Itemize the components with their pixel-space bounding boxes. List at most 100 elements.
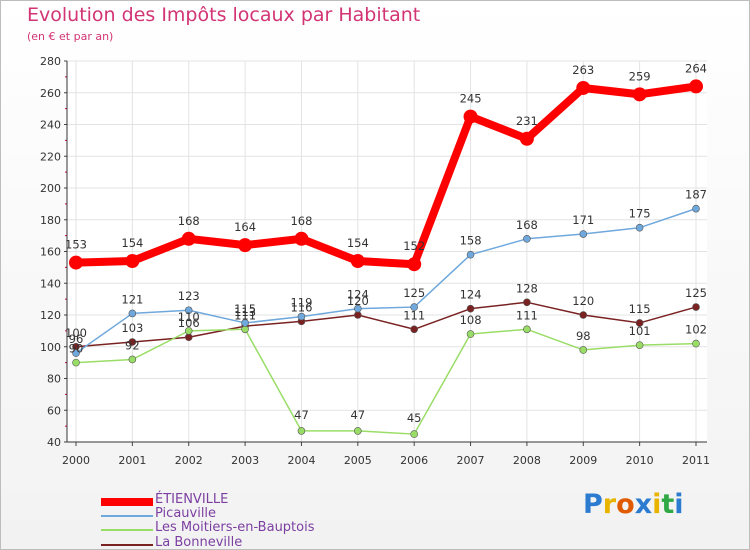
- y-tick-label: 140: [40, 277, 61, 290]
- legend-label-etienville: ÉTIENVILLE: [155, 492, 229, 507]
- data-point-0: [632, 87, 647, 102]
- data-label-3: 116: [290, 300, 312, 314]
- data-point-2: [692, 339, 700, 348]
- data-point-0: [350, 254, 365, 269]
- data-point-2: [72, 358, 80, 367]
- logo-letter: x: [634, 489, 653, 520]
- y-tick-label: 40: [47, 436, 61, 449]
- data-point-3: [128, 338, 137, 346]
- data-point-0: [125, 254, 140, 269]
- data-point-1: [72, 349, 80, 357]
- data-label-2: 102: [685, 323, 707, 337]
- data-label-3: 120: [347, 294, 369, 308]
- data-label-1: 168: [516, 218, 538, 232]
- data-label-0: 259: [629, 69, 651, 83]
- data-point-1: [579, 230, 588, 238]
- data-label-2: 111: [234, 308, 256, 322]
- y-tick-label: 200: [40, 182, 61, 195]
- legend-swatch-etienville: [101, 498, 153, 506]
- logo-letter: o: [616, 489, 635, 520]
- y-tick-label: 180: [40, 214, 61, 227]
- data-label-1: 119: [290, 296, 312, 310]
- data-label-1: 171: [572, 213, 594, 227]
- data-point-2: [579, 346, 588, 354]
- data-label-1: 187: [685, 188, 707, 202]
- series: [69, 79, 703, 438]
- series-line-0: [72, 82, 700, 269]
- data-label-1: 175: [629, 207, 651, 221]
- data-label-3: 125: [685, 286, 707, 300]
- data-point-3: [466, 304, 475, 313]
- data-label-3: 100: [65, 326, 87, 340]
- data-point-3: [579, 311, 588, 319]
- y-tick-label: 120: [40, 309, 61, 322]
- data-label-2: 110: [178, 310, 200, 324]
- data-label-2: 47: [294, 408, 309, 422]
- y-tick-label: 160: [40, 246, 61, 259]
- x-tick-label: 2009: [569, 454, 597, 467]
- x-tick-label: 2010: [626, 454, 654, 467]
- y-tick-label: 240: [40, 119, 61, 132]
- x-tick-label: 2005: [344, 454, 372, 467]
- data-point-0: [463, 109, 478, 124]
- legend-label-picauville: Picauville: [155, 506, 217, 521]
- x-tick-label: 2000: [62, 454, 90, 467]
- data-label-2: 98: [576, 329, 591, 343]
- data-labels: 153 154 168 164 168 154 152 245 231 263 259 264 96 12…: [65, 61, 707, 425]
- legend-label-les-moitiers: Les Moitiers-en-Bauptois: [155, 520, 315, 535]
- data-label-0: 168: [178, 214, 200, 228]
- data-label-1: 115: [234, 302, 256, 316]
- data-point-1: [354, 304, 362, 313]
- data-point-2: [466, 330, 475, 338]
- data-label-1: 124: [347, 288, 369, 302]
- data-point-0: [294, 231, 309, 246]
- data-point-3: [692, 303, 700, 311]
- data-point-0: [238, 238, 253, 253]
- data-point-1: [692, 204, 700, 213]
- data-label-2: 101: [629, 324, 651, 338]
- data-point-0: [689, 79, 703, 94]
- data-label-1: 158: [460, 234, 482, 248]
- data-point-0: [519, 131, 534, 146]
- data-point-0: [576, 80, 591, 95]
- data-label-2: 92: [125, 338, 140, 352]
- data-label-2: 108: [460, 313, 482, 327]
- x-tick-label: 2003: [231, 454, 259, 467]
- data-label-0: 154: [121, 236, 143, 250]
- data-label-0: 153: [65, 238, 87, 252]
- data-point-1: [635, 223, 644, 232]
- data-label-0: 164: [234, 220, 256, 234]
- data-point-2: [523, 325, 531, 334]
- data-point-1: [410, 303, 418, 311]
- data-label-3: 120: [572, 294, 594, 308]
- y-tick-label: 280: [40, 55, 61, 68]
- y-tick-label: 260: [40, 87, 61, 100]
- data-label-3: 113: [234, 305, 256, 319]
- series-line-2: [75, 328, 697, 435]
- data-label-1: 125: [403, 286, 425, 300]
- data-label-3: 124: [460, 288, 482, 302]
- data-point-0: [69, 255, 83, 270]
- data-point-1: [184, 306, 193, 315]
- data-point-2: [241, 325, 249, 334]
- data-label-3: 103: [121, 321, 143, 335]
- data-label-0: 168: [290, 214, 312, 228]
- data-label-2: 47: [350, 408, 365, 422]
- logo-letter: r: [602, 489, 617, 520]
- series-line-3: [75, 301, 697, 348]
- x-tick-label: 2011: [682, 454, 710, 467]
- data-point-1: [128, 309, 137, 318]
- x-tick-label: 2006: [400, 454, 428, 467]
- data-point-2: [635, 341, 644, 349]
- data-label-3: 115: [629, 302, 651, 316]
- data-label-0: 231: [516, 114, 538, 128]
- data-label-3: 106: [178, 316, 200, 330]
- data-label-0: 154: [347, 236, 369, 250]
- data-point-3: [184, 333, 193, 342]
- data-point-1: [466, 250, 475, 259]
- data-point-3: [410, 325, 418, 334]
- data-label-0: 152: [403, 239, 425, 253]
- logo-letter: t: [661, 489, 675, 520]
- logo-letter: i: [652, 489, 662, 520]
